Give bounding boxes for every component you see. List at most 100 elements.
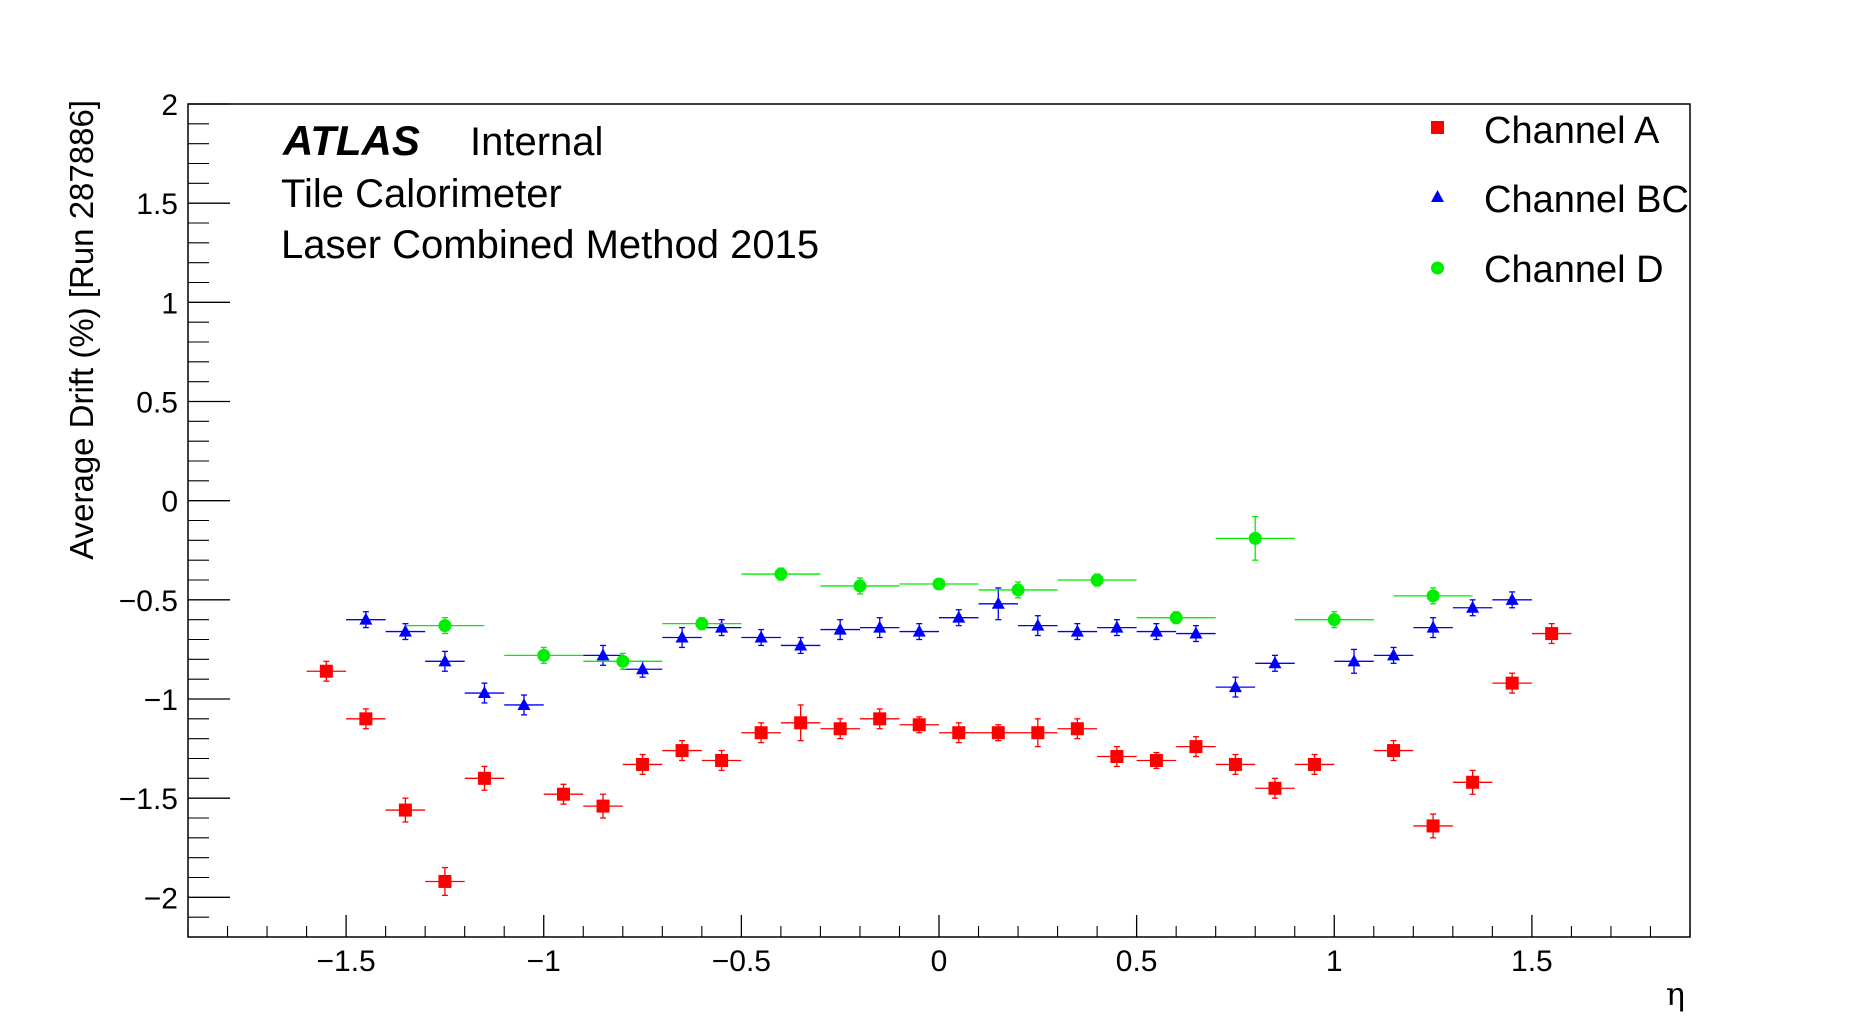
data-point [741, 628, 781, 647]
marker-triangle [833, 622, 847, 635]
data-point [306, 660, 347, 682]
data-point [1215, 676, 1256, 698]
data-point [1334, 648, 1374, 674]
x-tick-label: 1 [1326, 945, 1343, 978]
marker-square [1110, 750, 1124, 764]
y-tick-label: 0.5 [136, 387, 178, 420]
marker-triangle [596, 648, 610, 661]
marker-triangle [912, 624, 926, 637]
data-point [1215, 515, 1295, 561]
marker-circle [853, 579, 867, 593]
data-point [583, 652, 663, 670]
data-point [662, 617, 742, 631]
data-point [1413, 617, 1453, 639]
legend-marker-square [1431, 121, 1444, 134]
marker-square [991, 726, 1005, 740]
y-tick-label: −1.5 [119, 783, 178, 816]
legend-label: Channel D [1484, 249, 1664, 291]
marker-triangle [1426, 620, 1440, 633]
marker-circle [1327, 613, 1341, 627]
data-point [1018, 615, 1058, 637]
y-axis-label: Average Drift (%) [Run 287886] [63, 100, 100, 560]
marker-square [319, 664, 333, 678]
data-point [385, 797, 426, 823]
data-point [1531, 622, 1572, 645]
data-point [583, 644, 623, 666]
marker-square [636, 757, 650, 771]
marker-circle [537, 648, 551, 662]
marker-square [477, 771, 491, 785]
marker-square [1031, 726, 1045, 740]
marker-square [715, 753, 729, 767]
data-point [1492, 672, 1532, 694]
data-point [820, 619, 860, 641]
marker-square [1466, 775, 1480, 789]
data-point [1057, 718, 1098, 740]
data-point [425, 650, 465, 672]
marker-circle [438, 619, 452, 633]
marker-square [1268, 781, 1282, 795]
data-point [1097, 619, 1137, 637]
marker-triangle [398, 624, 412, 637]
marker-triangle [1070, 624, 1084, 637]
data-point [1393, 587, 1473, 605]
data-point [820, 577, 900, 595]
legend-entry-channel-a: Channel A [1431, 110, 1660, 152]
legend-label: Channel BC [1484, 179, 1689, 221]
data-point [464, 682, 505, 704]
data-point [1255, 654, 1295, 672]
marker-circle [774, 567, 788, 581]
data-point [425, 866, 465, 896]
marker-square [1387, 744, 1401, 758]
marker-triangle [873, 620, 887, 633]
marker-triangle [1228, 680, 1242, 693]
data-point [346, 708, 386, 730]
marker-circle [1426, 589, 1440, 603]
marker-triangle [438, 654, 452, 667]
marker-triangle [675, 630, 689, 643]
marker-square [398, 803, 412, 817]
data-point [1452, 769, 1493, 795]
marker-square [359, 712, 373, 726]
marker-square [873, 712, 887, 726]
data-point [780, 704, 821, 742]
data-point [1413, 813, 1453, 839]
marker-triangle [517, 697, 531, 710]
data-point [978, 724, 1019, 742]
marker-circle [1090, 573, 1104, 587]
data-point [939, 722, 979, 744]
marker-square [754, 726, 768, 740]
data-point [622, 660, 663, 678]
marker-square [1545, 627, 1559, 641]
marker-triangle [715, 620, 729, 633]
data-point [780, 636, 821, 655]
data-point [1294, 611, 1374, 629]
data-point [662, 626, 702, 649]
data-point [1057, 622, 1098, 641]
data-point [899, 577, 979, 591]
data-point [583, 793, 623, 819]
marker-square [1228, 757, 1242, 771]
data-point [1373, 646, 1414, 664]
data-point [899, 716, 939, 734]
marker-square [675, 744, 689, 758]
x-tick-label: −1 [527, 945, 561, 978]
series-channel-a [306, 622, 1572, 896]
marker-triangle [1110, 620, 1124, 633]
marker-square [557, 787, 570, 801]
data-point [1018, 718, 1058, 748]
marker-triangle [477, 686, 491, 699]
marker-circle [695, 617, 709, 631]
status-label: Internal [470, 120, 603, 164]
data-point [741, 722, 781, 744]
legend-entry-channel-d: Channel D [1431, 249, 1664, 291]
x-tick-label: 0.5 [1116, 945, 1158, 978]
data-point [1255, 777, 1295, 799]
marker-square [794, 716, 808, 730]
marker-square [1426, 819, 1440, 833]
data-point [385, 622, 426, 641]
x-tick-label: 1.5 [1511, 945, 1553, 978]
marker-triangle [991, 596, 1005, 609]
x-tick-label: −0.5 [712, 945, 771, 978]
data-point [701, 619, 742, 637]
